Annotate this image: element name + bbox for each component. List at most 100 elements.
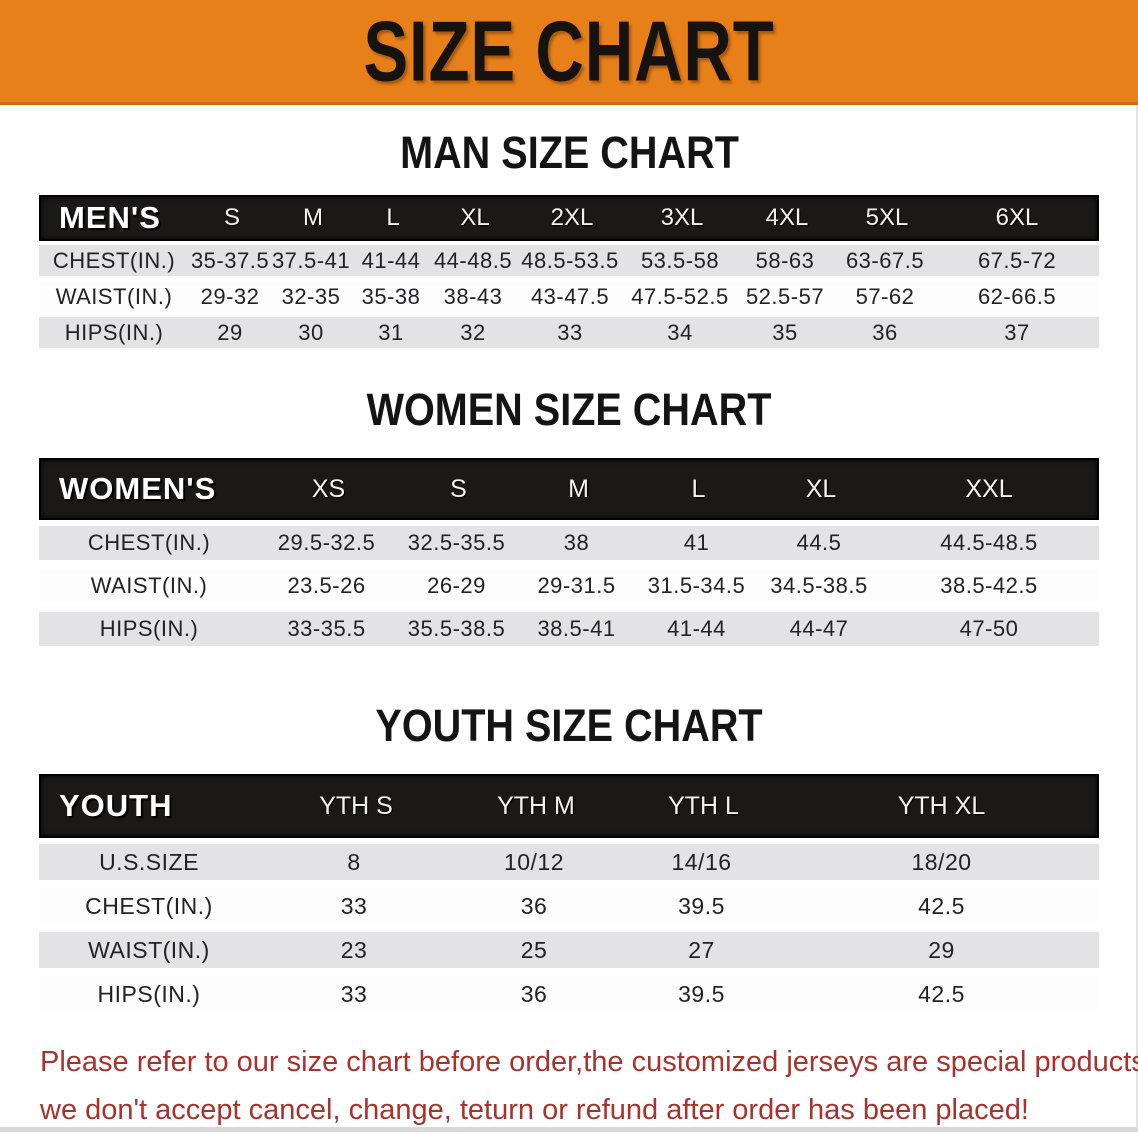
table-header-row: MEN'S S M L XL 2XL 3XL 4XL 5XL 6XL bbox=[39, 195, 1099, 241]
size-cell: 43-47.5 bbox=[530, 283, 610, 309]
section-women: WOMEN SIZE CHART WOMEN'S XS S M L XL XXL CHEST(… bbox=[0, 384, 1138, 646]
size-cell: 14/16 bbox=[671, 848, 732, 875]
section-men: MAN SIZE CHART MEN'S S M L XL 2XL 3XL 4XL 5XL 6XL… bbox=[0, 127, 1138, 348]
size-cell: 44.5-48.5 bbox=[940, 530, 1038, 555]
row-label: WAIST(IN.) bbox=[88, 936, 210, 963]
men-size-table: MEN'S S M L XL 2XL 3XL 4XL 5XL 6XL CHEST(IN.) 35-37… bbox=[39, 195, 1099, 348]
youth-size-table: YOUTH YTH S YTH M YTH L YTH XL U.S.SIZE 8 10/12… bbox=[39, 774, 1099, 1012]
table-body: CHEST(IN.) 35-37.5 37.5-41 41-44 44-48.5 48.5… bbox=[39, 245, 1099, 348]
banner: SIZE CHART bbox=[0, 0, 1138, 105]
table-row: CHEST(IN.) 35-37.5 37.5-41 41-44 44-48.5 48.5… bbox=[39, 245, 1099, 276]
men-section-heading: MAN SIZE CHART bbox=[0, 127, 1138, 179]
table-row: HIPS(IN.) 33 36 39.5 42.5 bbox=[39, 976, 1099, 1012]
column-header: YTH XL bbox=[897, 791, 986, 820]
size-cell: 41-44 bbox=[361, 247, 421, 273]
size-cell: 27 bbox=[688, 936, 715, 963]
size-cell: 36 bbox=[520, 892, 548, 919]
size-cell: 29-32 bbox=[200, 283, 260, 309]
size-cell: 29-31.5 bbox=[537, 573, 616, 598]
column-header: YTH M bbox=[497, 791, 575, 820]
size-cell: 33 bbox=[340, 892, 368, 919]
size-cell: 10/12 bbox=[503, 848, 565, 875]
size-cell: 44.5 bbox=[796, 530, 842, 555]
row-label: HIPS(IN.) bbox=[64, 319, 164, 345]
notice-line-2: we don't accept cancel, change, teturn o… bbox=[40, 1094, 1029, 1126]
size-cell: 25 bbox=[520, 936, 548, 963]
column-header: YTH S bbox=[319, 791, 393, 820]
size-cell: 52.5-57 bbox=[745, 283, 825, 309]
table-row: WAIST(IN.) 23 25 27 29 bbox=[39, 932, 1099, 968]
table-body: CHEST(IN.) 29.5-32.5 32.5-35.5 38 41 44.5 44.5… bbox=[39, 526, 1099, 646]
column-header: L bbox=[386, 204, 400, 231]
size-cell: 32-35 bbox=[281, 283, 341, 309]
size-cell: 33 bbox=[557, 319, 583, 345]
size-cell: 53.5-58 bbox=[640, 247, 720, 273]
size-cell: 62-66.5 bbox=[977, 283, 1057, 309]
size-cell: 26-29 bbox=[427, 573, 486, 598]
size-cell: 44-48.5 bbox=[433, 247, 513, 273]
size-cell: 32.5-35.5 bbox=[407, 530, 506, 555]
size-cell: 35 bbox=[772, 319, 798, 345]
size-cell: 30 bbox=[298, 319, 324, 345]
size-cell: 38 bbox=[563, 530, 590, 555]
table-body: U.S.SIZE 8 10/12 14/16 18/20 CHEST(IN.) 33 36 39… bbox=[39, 844, 1099, 1012]
size-cell: 23.5-26 bbox=[287, 573, 366, 598]
image-bottom-edge bbox=[0, 1127, 1138, 1132]
size-cell: 58-63 bbox=[755, 247, 815, 273]
size-cell: 37.5-41 bbox=[271, 247, 351, 273]
size-cell: 41-44 bbox=[667, 616, 726, 641]
size-cell: 31 bbox=[378, 319, 404, 345]
column-header: S bbox=[450, 474, 467, 503]
size-cell: 8 bbox=[347, 848, 361, 875]
table-corner-label: MEN'S bbox=[59, 200, 161, 235]
size-cell: 67.5-72 bbox=[977, 247, 1057, 273]
table-row: WAIST(IN.) 29-32 32-35 35-38 38-43 43-47.5 47.… bbox=[39, 281, 1099, 312]
size-cell: 32 bbox=[460, 319, 486, 345]
size-cell: 31.5-34.5 bbox=[647, 573, 746, 598]
column-header: 2XL bbox=[550, 204, 594, 231]
column-header: 5XL bbox=[865, 204, 909, 231]
women-size-table: WOMEN'S XS S M L XL XXL CHEST(IN.) 29.5-32.5 32.5… bbox=[39, 458, 1099, 646]
youth-section-heading-text: YOUTH SIZE CHART bbox=[375, 700, 763, 751]
women-section-heading: WOMEN SIZE CHART bbox=[0, 384, 1138, 436]
column-header: M bbox=[568, 474, 589, 503]
size-cell: 38.5-42.5 bbox=[940, 573, 1038, 598]
table-row: U.S.SIZE 8 10/12 14/16 18/20 bbox=[39, 844, 1099, 880]
column-header: YTH L bbox=[668, 791, 739, 820]
row-label: CHEST(IN.) bbox=[85, 892, 213, 919]
banner-title: SIZE CHART bbox=[363, 3, 775, 99]
size-cell: 29.5-32.5 bbox=[277, 530, 376, 555]
table-row: HIPS(IN.) 33-35.5 35.5-38.5 38.5-41 41-44 44-… bbox=[39, 612, 1099, 646]
size-cell: 35.5-38.5 bbox=[407, 616, 506, 641]
size-cell: 34 bbox=[667, 319, 693, 345]
column-header: 6XL bbox=[995, 204, 1039, 231]
row-label: HIPS(IN.) bbox=[97, 980, 201, 1007]
row-label: WAIST(IN.) bbox=[55, 283, 173, 309]
table-row: WAIST(IN.) 23.5-26 26-29 29-31.5 31.5-34.5 34… bbox=[39, 569, 1099, 603]
size-cell: 34.5-38.5 bbox=[770, 573, 868, 598]
size-cell: 38.5-41 bbox=[537, 616, 616, 641]
size-cell: 41 bbox=[683, 530, 710, 555]
table-row: HIPS(IN.) 29 30 31 32 33 34 35 36 37 bbox=[39, 317, 1099, 348]
table-row: CHEST(IN.) 33 36 39.5 42.5 bbox=[39, 888, 1099, 924]
table-corner-label: YOUTH bbox=[59, 788, 173, 823]
size-cell: 57-62 bbox=[855, 283, 915, 309]
row-label: U.S.SIZE bbox=[99, 848, 199, 875]
women-section-heading-text: WOMEN SIZE CHART bbox=[366, 384, 772, 435]
footer-notice: Please refer to our size chart before or… bbox=[40, 1038, 1138, 1134]
row-label: HIPS(IN.) bbox=[99, 616, 199, 641]
size-cell: 23 bbox=[340, 936, 368, 963]
size-cell: 42.5 bbox=[918, 892, 965, 919]
size-cell: 38-43 bbox=[443, 283, 503, 309]
men-section-heading-text: MAN SIZE CHART bbox=[399, 127, 739, 178]
youth-section-heading: YOUTH SIZE CHART bbox=[0, 700, 1138, 752]
table-row: CHEST(IN.) 29.5-32.5 32.5-35.5 38 41 44.5 44.5… bbox=[39, 526, 1099, 560]
size-cell: 35-37.5 bbox=[190, 247, 270, 273]
table-header-row: WOMEN'S XS S M L XL XXL bbox=[39, 458, 1099, 520]
size-cell: 39.5 bbox=[678, 980, 725, 1007]
size-cell: 47.5-52.5 bbox=[631, 283, 729, 309]
column-header: S bbox=[223, 204, 240, 231]
size-cell: 39.5 bbox=[678, 892, 725, 919]
size-cell: 63-67.5 bbox=[845, 247, 925, 273]
size-cell: 47-50 bbox=[959, 616, 1019, 641]
